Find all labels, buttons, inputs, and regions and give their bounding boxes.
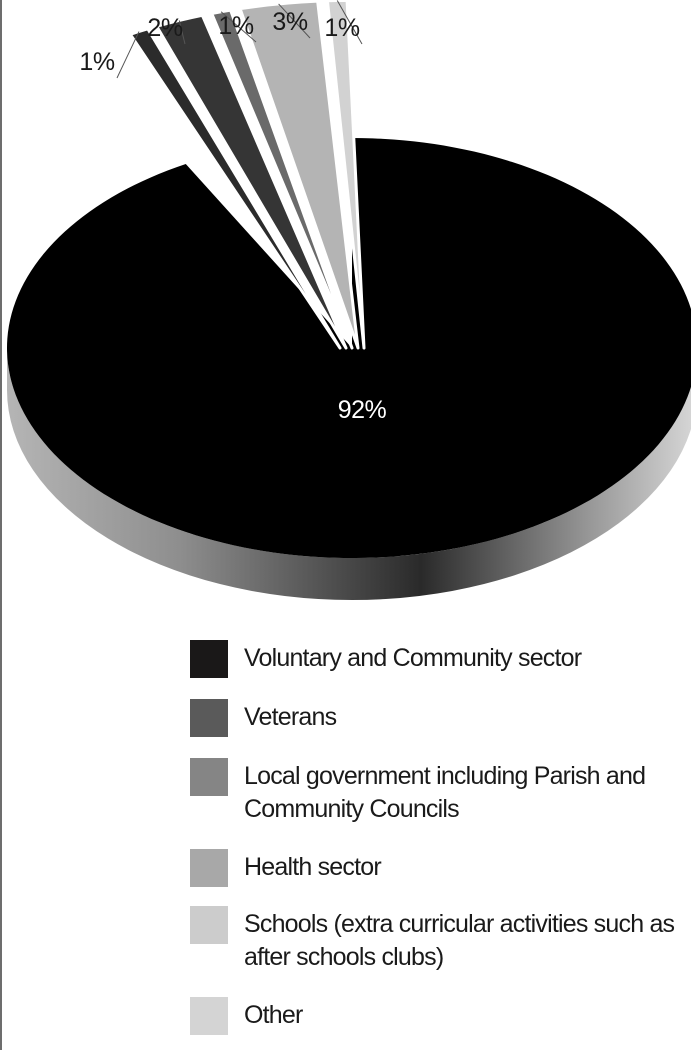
leader-line: [220, 11, 257, 43]
pie-data-label: 2%: [147, 14, 182, 42]
pie-data-label: 1%: [324, 14, 359, 42]
legend-swatch: [190, 640, 228, 678]
leader-line: [178, 20, 186, 45]
pie-slice-local-government-including-parish-and-community-councils: [155, 13, 348, 350]
pie-data-label: 3%: [272, 8, 307, 36]
leader-line: [336, 0, 363, 45]
legend-label: Schools (extra curricular activities suc…: [244, 910, 675, 971]
leader-line: [278, 3, 311, 39]
leader-line: [116, 31, 140, 79]
legend-label: Other: [244, 1001, 303, 1029]
pie-rim: [7, 348, 691, 600]
legend-swatch: [190, 849, 228, 887]
legend-swatch: [190, 758, 228, 796]
pie-data-label: 1%: [79, 48, 114, 76]
pie-slice-voluntary-and-community-sector: [7, 138, 691, 558]
legend-swatch: [190, 997, 228, 1035]
pie-data-label: 92%: [338, 396, 387, 424]
legend-swatch: [190, 906, 228, 944]
pie-slice-veterans: [128, 27, 342, 350]
pie-slice-health-sector: [210, 8, 354, 350]
legend-label: Local government including Parish and Co…: [244, 762, 646, 823]
legend-swatch: [190, 699, 228, 737]
pie-chart: 1% 2% 1% 3% 1% 92%: [7, 0, 691, 600]
legend-label: Voluntary and Community sector: [244, 644, 582, 672]
left-border-rule: [0, 0, 2, 1050]
pie-data-label: 1%: [218, 12, 253, 40]
legend-label: Health sector: [244, 853, 382, 881]
legend-label: Veterans: [244, 703, 337, 731]
